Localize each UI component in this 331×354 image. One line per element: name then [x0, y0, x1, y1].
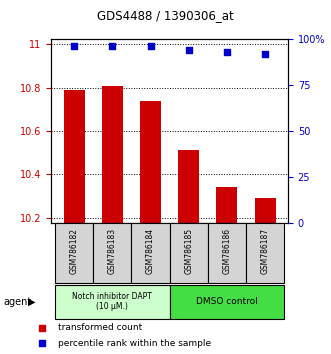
Point — [186, 47, 191, 53]
Bar — [64, 90, 85, 223]
Point — [228, 268, 233, 274]
Point — [228, 123, 233, 129]
Bar — [102, 86, 123, 223]
Bar — [169, 285, 284, 319]
Bar — [255, 198, 276, 223]
Bar — [55, 223, 93, 283]
Bar — [178, 150, 199, 223]
Point — [71, 44, 77, 49]
Text: GSM786183: GSM786183 — [108, 228, 117, 274]
Text: GSM786182: GSM786182 — [70, 228, 79, 274]
Bar — [55, 285, 169, 319]
Text: GSM786185: GSM786185 — [184, 228, 193, 274]
Text: GSM786186: GSM786186 — [222, 228, 231, 274]
Text: agent: agent — [3, 297, 31, 307]
Bar — [140, 101, 161, 223]
Bar — [169, 223, 208, 283]
Text: DMSO control: DMSO control — [196, 297, 258, 306]
Text: GSM786187: GSM786187 — [260, 228, 269, 274]
Text: GSM786184: GSM786184 — [146, 228, 155, 274]
Point — [224, 49, 229, 55]
Point — [148, 44, 153, 49]
Bar — [208, 223, 246, 283]
Point — [262, 51, 268, 57]
Bar — [93, 223, 131, 283]
Text: percentile rank within the sample: percentile rank within the sample — [58, 339, 211, 348]
Text: GDS4488 / 1390306_at: GDS4488 / 1390306_at — [97, 9, 234, 22]
Bar — [131, 223, 169, 283]
Text: ▶: ▶ — [28, 297, 36, 307]
Point — [110, 44, 115, 49]
Text: Notch inhibitor DAPT
(10 μM.): Notch inhibitor DAPT (10 μM.) — [72, 292, 152, 312]
Bar — [216, 187, 237, 223]
Text: transformed count: transformed count — [58, 323, 142, 332]
Bar — [246, 223, 284, 283]
